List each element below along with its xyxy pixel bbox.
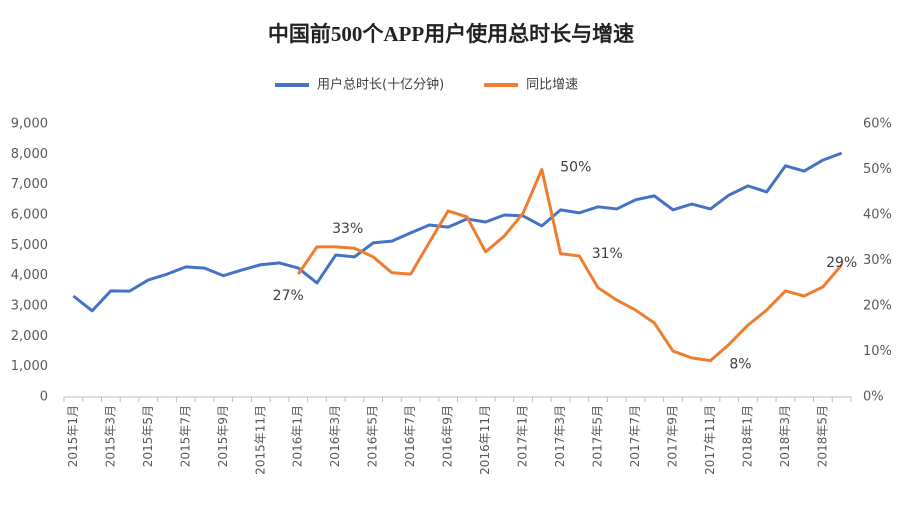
x-tick-label: 2018年3月 [778,405,792,467]
y2-tick-label: 30% [863,253,892,268]
x-tick-label: 2015年5月 [141,405,155,467]
series-line [72,151,843,313]
y2-tick-label: 0% [863,390,884,405]
x-tick-label: 2017年11月 [703,405,717,475]
x-tick-label: 2016年9月 [441,405,455,467]
y-tick-label: 5,000 [11,238,48,253]
y-tick-label: 7,000 [11,177,48,192]
chart-title: 中国前500个APP用户使用总时长与增速 [268,22,634,46]
y2-tick-label: 50% [863,162,892,177]
x-tick-label: 2015年1月 [66,405,80,467]
x-tick-label: 2017年1月 [516,405,530,467]
x-tick-label: 2018年1月 [740,405,754,467]
legend-label: 用户总时长(十亿分钟) [317,77,444,93]
series-line [296,168,843,363]
y-tick-label: 3,000 [11,299,48,314]
data-label: 33% [332,221,363,237]
data-label: 31% [592,246,623,262]
y-tick-label: 6,000 [11,208,48,223]
data-label: 8% [729,357,751,373]
x-tick-label: 2017年3月 [553,405,567,467]
data-label: 27% [273,288,304,304]
legend-label: 同比增速 [526,78,578,93]
y-tick-label: 2,000 [11,329,48,344]
x-tick-label: 2016年11月 [478,405,492,475]
y2-tick-label: 20% [863,299,892,314]
x-tick-label: 2016年3月 [328,405,342,467]
x-tick-label: 2017年9月 [665,405,679,467]
data-label: 29% [826,255,857,271]
y2-tick-label: 10% [863,344,892,359]
x-tick-label: 2016年5月 [366,405,380,467]
x-tick-label: 2015年7月 [178,405,192,467]
x-tick-label: 2018年5月 [815,405,829,467]
y-tick-label: 4,000 [11,268,48,283]
y2-tick-label: 60% [863,117,892,132]
x-tick-label: 2016年1月 [291,405,305,467]
y-tick-label: 0 [40,390,48,405]
y-tick-label: 8,000 [11,147,48,162]
x-tick-label: 2016年7月 [403,405,417,467]
y2-tick-label: 40% [863,208,892,223]
x-tick-label: 2015年3月 [103,405,117,467]
x-tick-label: 2017年7月 [628,405,642,467]
x-tick-label: 2017年5月 [591,405,605,467]
y-tick-label: 9,000 [11,117,48,132]
x-tick-label: 2015年9月 [216,405,230,467]
x-tick-label: 2015年11月 [253,405,267,475]
data-label: 50% [560,160,591,176]
y-tick-label: 1,000 [11,359,48,374]
